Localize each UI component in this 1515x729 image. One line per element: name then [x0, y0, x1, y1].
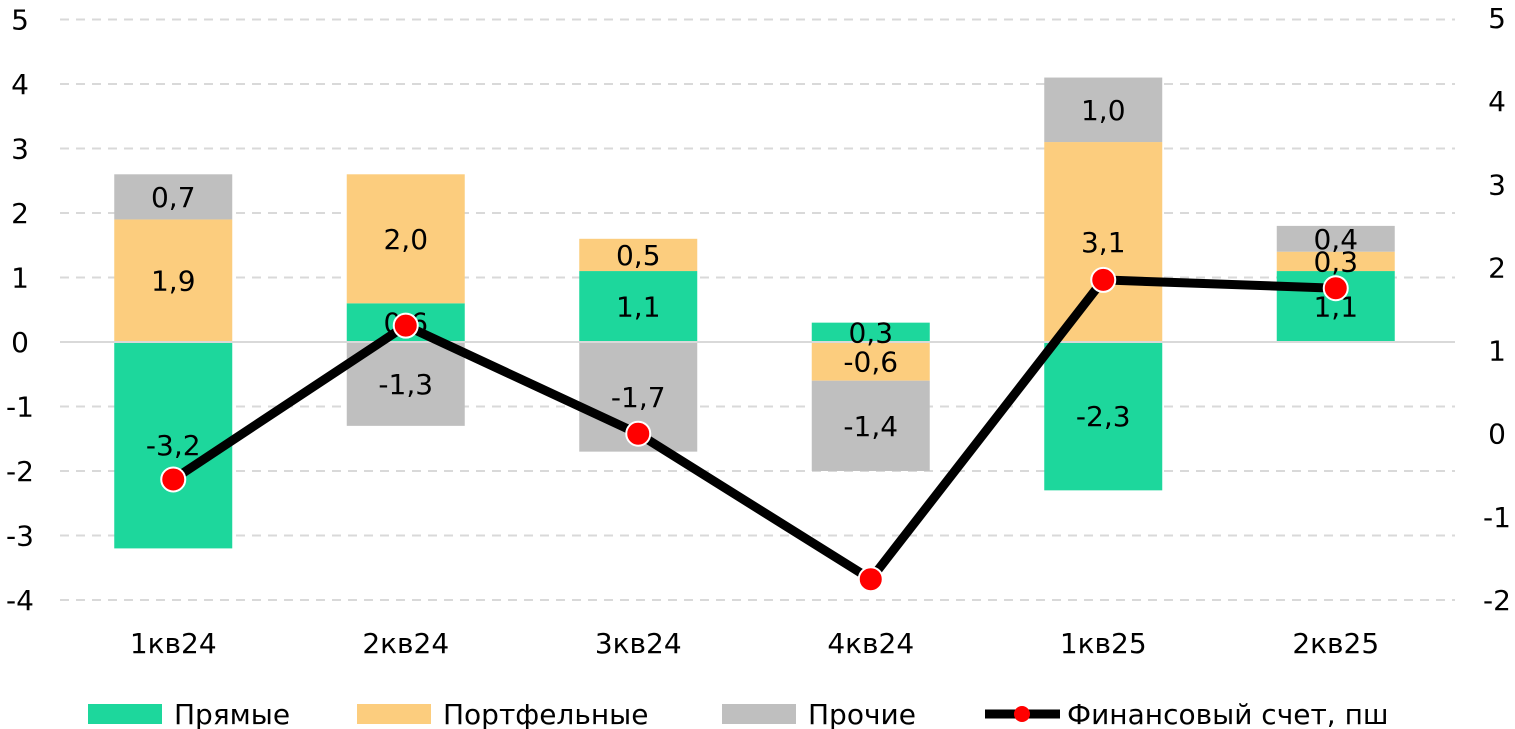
x-tick-label: 1кв24: [130, 627, 217, 660]
bar-data-label: 3,1: [1081, 226, 1126, 259]
right-y-tick-label: 3: [1488, 168, 1506, 201]
right-y-tick-label: 1: [1488, 335, 1506, 368]
line-series: [160, 266, 1349, 593]
bar-data-label: 1,0: [1081, 94, 1126, 127]
x-tick-label: 1кв25: [1060, 627, 1147, 660]
right-y-tick-label: 2: [1488, 251, 1506, 284]
bar-data-label: -3,2: [146, 429, 201, 462]
legend-label: Портфельные: [443, 698, 648, 729]
legend-swatch: [722, 704, 796, 724]
x-tick-label: 2кв25: [1292, 627, 1379, 660]
bar-data-label: -1,7: [611, 381, 666, 414]
x-axis: 1кв24 2кв24 3кв24 4кв24 1кв25 2кв25: [130, 627, 1379, 660]
x-tick-label: 4кв24: [827, 627, 914, 660]
bar-segment: [579, 271, 698, 342]
line-point: [1090, 266, 1117, 293]
right-y-tick-label: 0: [1488, 418, 1506, 451]
bar-data-label: -0,6: [843, 345, 898, 378]
bar-segment: [346, 174, 465, 304]
right-y-axis: 5 4 3 2 1 0 -1 -2: [1483, 2, 1511, 617]
legend-label: Прямые: [174, 698, 290, 729]
bar-data-label: 0,3: [1313, 245, 1358, 278]
bar-data-label: 0,7: [151, 181, 196, 214]
left-y-tick-label: 3: [11, 133, 29, 166]
bar-segment: [1044, 142, 1163, 342]
line-point: [625, 420, 652, 447]
bar-segment: [811, 380, 930, 471]
bar-segment: [1276, 225, 1395, 252]
left-y-axis: 5 4 3 2 1 0 -1 -2 -3 -4: [6, 4, 34, 618]
legend-swatch: [357, 704, 431, 724]
x-tick-label: 3кв24: [595, 627, 682, 660]
right-y-tick-label: -2: [1483, 584, 1511, 617]
bar-segment: [1044, 342, 1163, 491]
bar-segment: [114, 174, 233, 220]
bar-data-label: -2,3: [1076, 400, 1131, 433]
bar-data-label: 2,0: [383, 223, 428, 256]
right-y-tick-label: 5: [1488, 2, 1506, 35]
bar-segment: [1276, 251, 1395, 272]
bar-segment: [811, 342, 930, 381]
left-y-tick-label: -1: [6, 391, 34, 424]
x-tick-label: 2кв24: [362, 627, 449, 660]
legend-item: Финансовый счет, пш: [985, 698, 1389, 729]
bar-segment: [114, 219, 233, 342]
left-y-tick-label: 2: [11, 197, 29, 230]
legend-line-marker: [1014, 706, 1030, 722]
bar-segment: [579, 238, 698, 272]
left-y-tick-label: 5: [11, 4, 29, 37]
bar-segment: [1044, 77, 1163, 143]
left-y-tick-label: -3: [6, 520, 34, 553]
legend: Прямые Портфельные Прочие Финансовый счет, …: [88, 698, 1389, 729]
legend-label: Прочие: [808, 698, 916, 729]
legend-label: Финансовый счет, пш: [1067, 698, 1389, 729]
right-y-tick-label: -1: [1483, 501, 1511, 534]
bar-data-label: 0,3: [848, 316, 893, 349]
bar-data-label: 1,1: [616, 291, 661, 324]
left-y-tick-label: 1: [11, 262, 29, 295]
line-point: [392, 312, 419, 339]
bar-data-label: -1,3: [378, 368, 433, 401]
legend-swatch: [88, 704, 162, 724]
line-point: [857, 566, 884, 593]
left-y-tick-label: -2: [6, 455, 34, 488]
bar-data-label: 1,9: [151, 265, 196, 298]
bar-data-label: -1,4: [843, 410, 898, 443]
grid-lines: [60, 18, 1455, 601]
bar-segment: [114, 342, 233, 549]
bar-segment: [811, 322, 930, 342]
legend-item: Прямые: [88, 698, 290, 729]
bar-data-label: 0,4: [1313, 223, 1358, 256]
left-y-tick-label: 4: [11, 68, 29, 101]
legend-item: Прочие: [722, 698, 916, 729]
line-path: [170, 275, 1336, 584]
line-point: [160, 466, 187, 493]
legend-item: Портфельные: [357, 698, 648, 729]
line-point: [1322, 275, 1349, 302]
right-y-tick-label: 4: [1488, 85, 1506, 118]
left-y-tick-label: 0: [11, 326, 29, 359]
left-y-tick-label: -4: [6, 584, 34, 617]
bar-data-labels: -3,21,90,70,62,0-1,31,10,5-1,70,3-0,6-1,…: [146, 94, 1358, 462]
bar-data-label: 0,5: [616, 239, 661, 272]
